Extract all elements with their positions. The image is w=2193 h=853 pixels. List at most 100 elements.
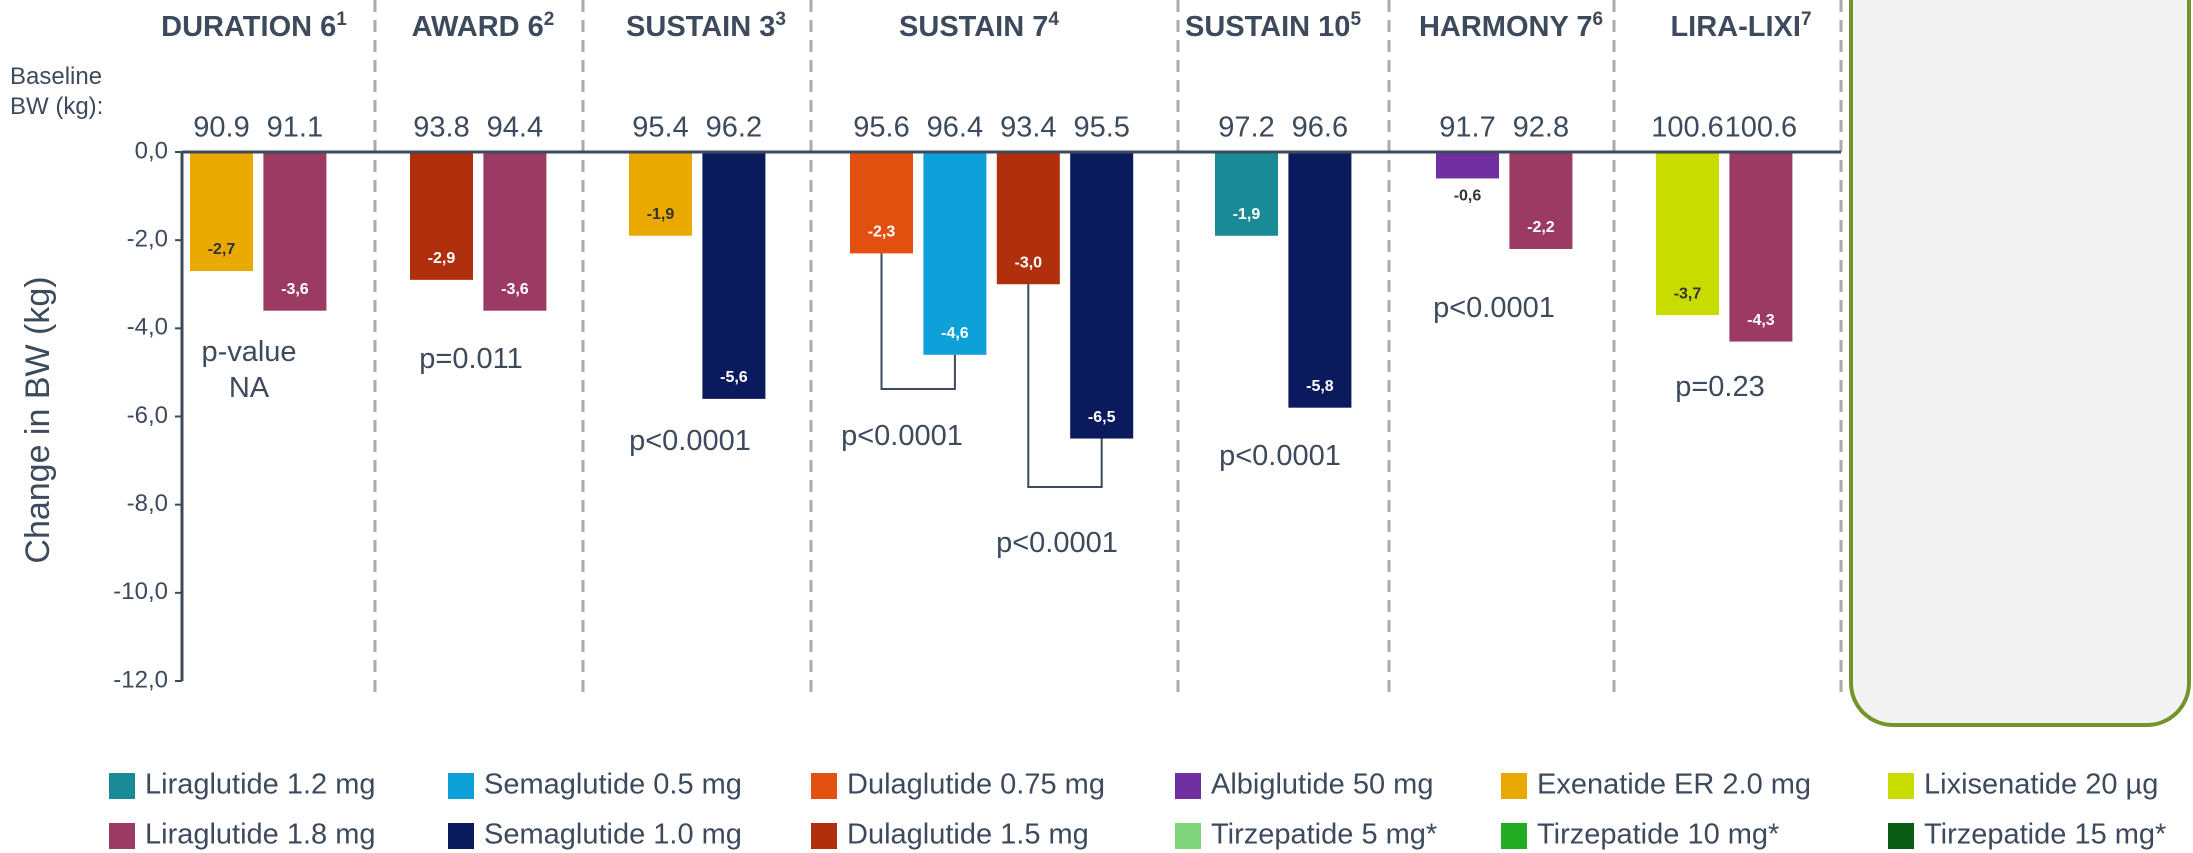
baseline-value: 97.2 xyxy=(1218,112,1274,144)
y-tick-label: 0,0 xyxy=(135,137,168,164)
group-ref: 2 xyxy=(544,9,555,30)
baseline-value: 95.4 xyxy=(632,112,688,144)
group-ref: 4 xyxy=(1048,9,1059,30)
legend-label: Dulaglutide 1.5 mg xyxy=(847,819,1089,851)
bar xyxy=(1729,152,1793,342)
legend-label: Liraglutide 1.2 mg xyxy=(145,769,376,801)
group-title: HARMONY 76 xyxy=(1419,9,1603,43)
bar xyxy=(483,152,547,311)
legend-swatch xyxy=(448,773,474,799)
p-value: p<0.0001 xyxy=(629,425,751,457)
baseline-value: 90.9 xyxy=(193,112,249,144)
bar xyxy=(629,152,692,236)
value-label: -2,9 xyxy=(428,250,456,267)
group-ref: 7 xyxy=(1801,9,1812,30)
baseline-value: 95.5 xyxy=(1073,112,1129,144)
value-label: -5,8 xyxy=(1306,378,1334,395)
legend-label: Semaglutide 0.5 mg xyxy=(484,769,742,801)
legend-swatch xyxy=(1175,773,1201,799)
legend-label: Liraglutide 1.8 mg xyxy=(145,819,376,851)
group-title: LIRA-LIXI7 xyxy=(1670,9,1811,43)
p-value: p<0.0001 xyxy=(1219,440,1341,472)
bar xyxy=(1288,152,1352,408)
legend-swatch xyxy=(1501,823,1527,849)
group-title: DURATION 61 xyxy=(161,9,347,43)
value-label: -4,3 xyxy=(1747,312,1775,329)
legend-label: Semaglutide 1.0 mg xyxy=(484,819,742,851)
baseline-value: 91.7 xyxy=(1439,112,1495,144)
legend-swatch xyxy=(1888,823,1914,849)
baseline-label: Baseline BW (kg): xyxy=(10,63,104,120)
p-value: p<0.0001 xyxy=(996,527,1118,559)
p-value: p=0.23 xyxy=(1675,371,1765,403)
value-label: -3,6 xyxy=(501,281,529,298)
legend-swatch xyxy=(1175,823,1201,849)
group-name: SUSTAIN 3 xyxy=(626,11,775,43)
value-label: -1,9 xyxy=(1233,206,1261,223)
bar xyxy=(1656,152,1719,316)
y-tick-label: -8,0 xyxy=(127,490,168,517)
group-ref: 1 xyxy=(336,9,347,30)
comparison-bracket xyxy=(1027,284,1103,488)
group-name: DURATION 6 xyxy=(161,11,336,43)
baseline-value: 96.6 xyxy=(1292,112,1348,144)
group-title: SUSTAIN 105 xyxy=(1185,9,1361,43)
legend-label: Tirzepatide 10 mg* xyxy=(1537,819,1779,851)
baseline-value: 91.1 xyxy=(267,112,323,144)
legend-swatch xyxy=(109,823,135,849)
baseline-value: 94.4 xyxy=(487,112,543,144)
bar xyxy=(263,152,327,311)
baseline-value: 100.6 xyxy=(1725,112,1798,144)
p-value: p<0.0001 xyxy=(1433,292,1555,324)
value-label: -3,7 xyxy=(1674,285,1702,302)
group-title: AWARD 62 xyxy=(412,9,555,43)
y-tick-label: -4,0 xyxy=(127,314,168,341)
value-label: -2,2 xyxy=(1527,219,1555,236)
bar xyxy=(190,152,253,272)
legend-swatch xyxy=(811,773,837,799)
group-name: SUSTAIN 7 xyxy=(899,11,1048,43)
value-label: -6,5 xyxy=(1088,409,1116,426)
group-name: AWARD 6 xyxy=(412,11,544,43)
bar xyxy=(1070,152,1134,439)
bar xyxy=(850,152,913,254)
y-tick-label: -10,0 xyxy=(113,578,168,605)
legend-swatch xyxy=(109,773,135,799)
value-label: -0,6 xyxy=(1454,188,1482,205)
value-label: -1,9 xyxy=(647,206,675,223)
baseline-value: 93.8 xyxy=(413,112,469,144)
group-ref: 3 xyxy=(775,9,786,30)
group-name: HARMONY 7 xyxy=(1419,11,1593,43)
group-ref: 5 xyxy=(1350,9,1361,30)
bar xyxy=(1509,152,1573,249)
value-label: -5,6 xyxy=(720,369,748,386)
bar xyxy=(996,152,1060,285)
legend-label: Exenatide ER 2.0 mg xyxy=(1537,769,1811,801)
group-ref: 6 xyxy=(1592,9,1603,30)
group-name: LIRA-LIXI xyxy=(1670,11,1801,43)
y-tick-label: -2,0 xyxy=(127,226,168,253)
bar xyxy=(702,152,766,399)
baseline-value: 93.4 xyxy=(1000,112,1056,144)
legend-label: Dulaglutide 0.75 mg xyxy=(847,769,1105,801)
y-tick-label: -12,0 xyxy=(113,666,168,693)
legend-label: Tirzepatide 5 mg* xyxy=(1211,819,1437,851)
legend-swatch xyxy=(1501,773,1527,799)
bar xyxy=(923,152,987,355)
value-label: -2,7 xyxy=(208,241,236,258)
baseline-value: 96.4 xyxy=(927,112,983,144)
p-value: p-value NA xyxy=(201,336,297,405)
legend-swatch xyxy=(448,823,474,849)
baseline-value: 96.2 xyxy=(706,112,762,144)
y-axis-label: Change in BW (kg) xyxy=(19,276,57,563)
legend-label: Albiglutide 50 mg xyxy=(1211,769,1433,801)
value-label: -2,3 xyxy=(868,224,896,241)
bar xyxy=(410,152,473,280)
legend-label: Tirzepatide 15 mg* xyxy=(1924,819,2166,851)
group-title: SUSTAIN 74 xyxy=(899,9,1059,43)
p-value: p=0.011 xyxy=(419,343,523,375)
value-label: -3,0 xyxy=(1015,254,1043,271)
legend-swatch xyxy=(1888,773,1914,799)
